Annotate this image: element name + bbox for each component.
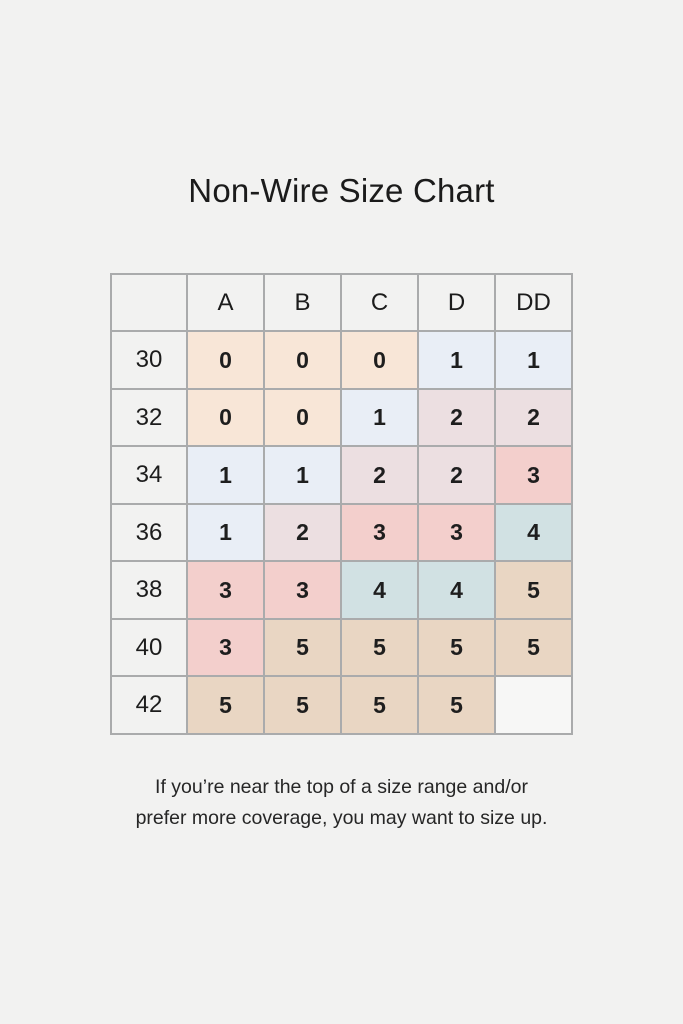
row-label-42: 42: [110, 675, 188, 735]
size-up-note: If you’re near the top of a size range a…: [62, 772, 622, 834]
size-cell-32-D: 2: [417, 387, 496, 448]
header-row: A B C D DD: [110, 272, 573, 333]
size-cell-36-B: 2: [263, 502, 342, 563]
size-cell-30-B: 0: [263, 330, 342, 390]
size-cell-38-D: 4: [417, 560, 496, 620]
table-row-34: 34 1 1 2 2 3: [110, 445, 573, 505]
size-cell-30-C: 0: [340, 330, 419, 390]
size-cell-40-C: 5: [340, 617, 419, 678]
size-cell-40-B: 5: [263, 617, 342, 678]
column-header-B: B: [263, 272, 342, 333]
size-up-note-line-1: If you’re near the top of a size range a…: [155, 775, 528, 798]
size-cell-40-DD: 5: [494, 617, 573, 678]
size-cell-38-C: 4: [340, 560, 419, 620]
size-cell-40-A: 3: [186, 617, 265, 678]
size-up-note-line-2: prefer more coverage, you may want to si…: [135, 806, 548, 829]
size-cell-32-A: 0: [186, 387, 265, 448]
size-cell-38-DD: 5: [494, 560, 573, 620]
size-cell-42-DD: [494, 675, 573, 735]
row-label-40: 40: [110, 617, 188, 678]
size-cell-38-A: 3: [186, 560, 265, 620]
row-label-32: 32: [110, 387, 188, 448]
column-header-A: A: [186, 272, 265, 333]
size-cell-34-C: 2: [340, 445, 419, 505]
size-chart-table: A B C D DD 30 0 0 0 1 1 32 0 0 1 2 2 34 1 1 2 2 3 36 1 2 3 3 4 38 3 3 4…: [110, 272, 573, 735]
column-header-DD: DD: [494, 272, 573, 333]
size-cell-42-C: 5: [340, 675, 419, 735]
column-header-C: C: [340, 272, 419, 333]
size-cell-40-D: 5: [417, 617, 496, 678]
table-body: 30 0 0 0 1 1 32 0 0 1 2 2 34 1 1 2 2 3 36 1 2 3 3 4 38 3 3 4 4 5 40 3 5 5…: [110, 330, 573, 735]
row-label-36: 36: [110, 502, 188, 563]
page-title: Non-Wire Size Chart: [188, 172, 495, 209]
size-cell-38-B: 3: [263, 560, 342, 620]
table-row-40: 40 3 5 5 5 5: [110, 617, 573, 678]
row-label-38: 38: [110, 560, 188, 620]
table-row-38: 38 3 3 4 4 5: [110, 560, 573, 620]
row-label-30: 30: [110, 330, 188, 390]
size-cell-34-D: 2: [417, 445, 496, 505]
table-row-32: 32 0 0 1 2 2: [110, 387, 573, 448]
size-cell-42-A: 5: [186, 675, 265, 735]
size-cell-30-D: 1: [417, 330, 496, 390]
size-cell-36-D: 3: [417, 502, 496, 563]
size-cell-32-B: 0: [263, 387, 342, 448]
size-cell-36-DD: 4: [494, 502, 573, 563]
column-header-D: D: [417, 272, 496, 333]
size-cell-32-C: 1: [340, 387, 419, 448]
table-row-42: 42 5 5 5 5: [110, 675, 573, 735]
table-row-30: 30 0 0 0 1 1: [110, 330, 573, 390]
table-header: A B C D DD: [110, 272, 573, 333]
size-chart-table-wrap: A B C D DD 30 0 0 0 1 1 32 0 0 1 2 2 34 1 1 2 2 3 36 1 2 3 3 4 38 3 3 4…: [110, 272, 573, 735]
size-cell-34-DD: 3: [494, 445, 573, 505]
size-cell-34-B: 1: [263, 445, 342, 505]
corner-cell: [110, 272, 188, 333]
size-cell-36-A: 1: [186, 502, 265, 563]
size-cell-42-D: 5: [417, 675, 496, 735]
table-row-36: 36 1 2 3 3 4: [110, 502, 573, 563]
size-cell-30-DD: 1: [494, 330, 573, 390]
row-label-34: 34: [110, 445, 188, 505]
size-cell-32-DD: 2: [494, 387, 573, 448]
size-cell-42-B: 5: [263, 675, 342, 735]
size-cell-36-C: 3: [340, 502, 419, 563]
size-cell-34-A: 1: [186, 445, 265, 505]
size-cell-30-A: 0: [186, 330, 265, 390]
